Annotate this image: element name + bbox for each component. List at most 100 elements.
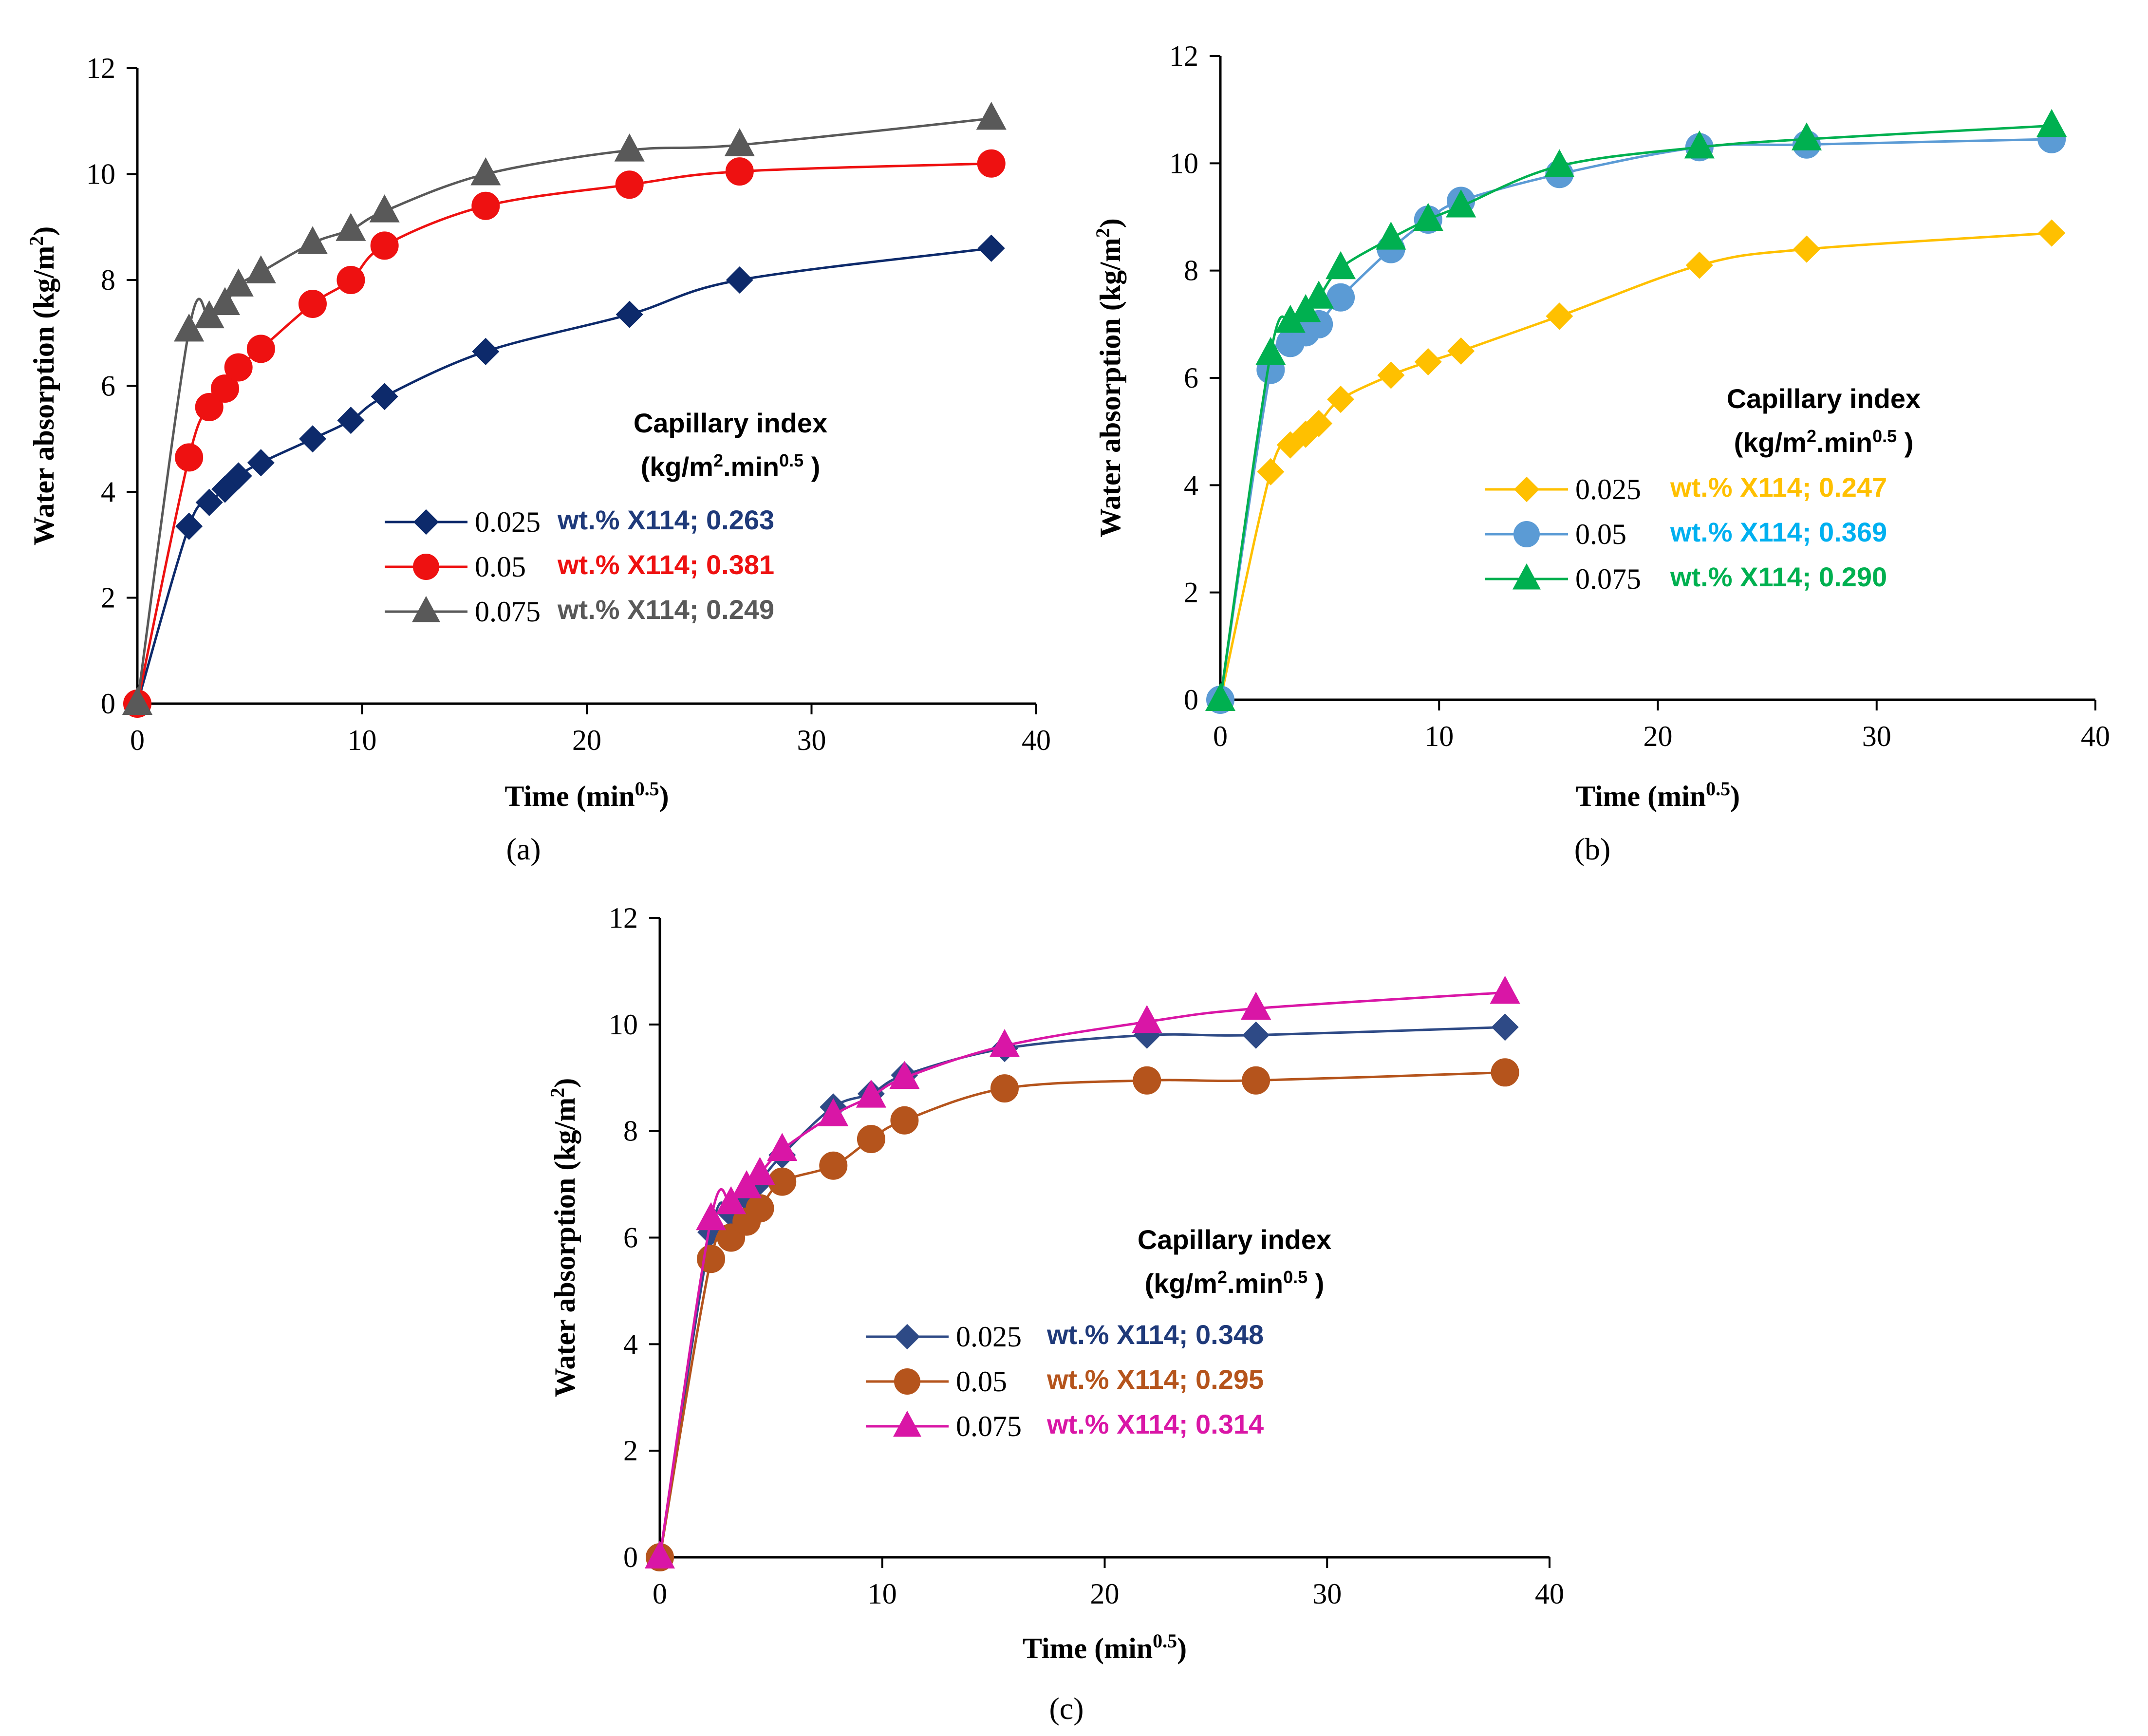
x-tick-label: 10 — [1424, 720, 1454, 752]
capillary-index-value: wt.% X114; 0.381 — [557, 549, 774, 580]
data-point — [195, 488, 223, 516]
series-line — [136, 247, 992, 704]
y-tick-label: 10 — [1169, 147, 1198, 179]
data-point — [1546, 302, 1573, 330]
series-0.075 — [644, 975, 1520, 1569]
data-point — [336, 266, 365, 294]
data-point — [1414, 348, 1442, 375]
data-point — [1241, 991, 1271, 1020]
y-tick-label: 12 — [1169, 40, 1198, 72]
x-axis-title-close: ) — [1177, 1632, 1187, 1664]
data-point — [889, 1061, 920, 1089]
capillary-unit-mid: .min — [1816, 427, 1872, 458]
data-point — [2036, 109, 2067, 137]
series-0.025 — [1206, 219, 2066, 714]
series-0.05 — [1206, 125, 2066, 714]
capillary-index-value: wt.% X114; 0.249 — [557, 594, 774, 625]
data-point — [369, 194, 400, 223]
data-point — [298, 289, 327, 318]
capillary-index-value: wt.% X114; 0.247 — [1670, 472, 1887, 503]
legend-label: 0.075 — [1575, 563, 1641, 595]
x-axis-title-sup: 0.5 — [1153, 1630, 1177, 1652]
y-tick-label: 0 — [101, 688, 115, 720]
legend-marker — [413, 509, 439, 535]
y-tick-label: 4 — [1184, 469, 1198, 501]
data-point — [644, 1540, 675, 1569]
y-tick-label: 8 — [1184, 255, 1198, 287]
x-tick-label: 40 — [1535, 1578, 1564, 1610]
series-line — [658, 1026, 1505, 1558]
y-axis-title: Water absorption (kg/m2) — [546, 1078, 581, 1398]
data-point — [224, 462, 252, 490]
data-point — [616, 300, 643, 328]
data-point — [1242, 1021, 1270, 1049]
data-point — [1377, 361, 1405, 389]
series-0.075 — [122, 101, 1007, 715]
data-point — [615, 170, 644, 199]
series-0.05 — [123, 149, 1006, 718]
y-tick-label: 0 — [1184, 684, 1198, 716]
data-point — [1242, 1066, 1270, 1095]
capillary-index-value: wt.% X114; 0.314 — [1046, 1409, 1264, 1439]
legend-marker — [413, 554, 439, 580]
data-point — [1304, 280, 1334, 309]
x-axis-title: Time (min0.5) — [1023, 1630, 1187, 1665]
y-tick-label: 4 — [623, 1328, 638, 1360]
x-tick-label: 30 — [1312, 1578, 1342, 1610]
x-axis-title-text: Time (min — [1023, 1632, 1153, 1664]
y-axis-title-close: ) — [1094, 218, 1126, 228]
x-tick-label: 20 — [1090, 1578, 1120, 1610]
data-point — [1255, 336, 1286, 365]
data-point — [1376, 222, 1406, 250]
y-tick-label: 6 — [1184, 362, 1198, 394]
data-point — [1544, 149, 1575, 177]
series-line — [1219, 138, 2052, 700]
series-0.05 — [646, 1058, 1519, 1571]
y-tick-label: 6 — [101, 370, 115, 402]
capillary-unit-close: ) — [1307, 1268, 1324, 1299]
legend-label: 0.075 — [475, 596, 541, 628]
data-point — [195, 393, 224, 421]
y-tick-label: 2 — [1184, 577, 1198, 609]
capillary-title: Capillary index — [634, 408, 827, 438]
data-point — [371, 383, 398, 411]
y-axis-title: Water absorption (kg/m2) — [25, 226, 60, 546]
y-axis-title-sup: 2 — [1092, 228, 1114, 238]
y-tick-label: 0 — [623, 1541, 638, 1573]
data-point — [716, 1186, 747, 1214]
data-point — [210, 374, 239, 403]
data-point — [472, 337, 500, 365]
x-tick-label: 10 — [348, 724, 377, 756]
data-point — [223, 268, 254, 297]
data-point — [1257, 458, 1285, 485]
data-point — [1793, 235, 1821, 263]
data-point — [1326, 251, 1356, 280]
data-point — [695, 1202, 727, 1231]
series-line — [1219, 124, 2052, 700]
data-point — [614, 133, 645, 162]
x-tick-label: 30 — [797, 724, 826, 756]
x-axis-title-text: Time (min — [504, 780, 635, 812]
data-point — [297, 226, 328, 254]
data-point — [1205, 683, 1236, 711]
x-tick-label: 40 — [2081, 720, 2110, 752]
x-axis-title-close: ) — [659, 780, 669, 812]
y-axis-title-text: Water absorption (kg/m — [549, 1098, 581, 1398]
data-point — [890, 1106, 919, 1135]
panel-label: (a) — [506, 832, 541, 866]
y-axis-title-text: Water absorption (kg/m — [28, 246, 60, 546]
y-tick-label: 10 — [86, 158, 115, 190]
y-tick-label: 10 — [609, 1008, 638, 1041]
data-point — [977, 149, 1006, 178]
data-point — [745, 1157, 775, 1185]
data-point — [1305, 410, 1333, 437]
series-0.075 — [1205, 109, 2067, 711]
legend-label: 0.05 — [1575, 518, 1626, 550]
data-point — [725, 157, 754, 186]
capillary-unit-sup: 0.5 — [1872, 426, 1897, 446]
x-axis-title: Time (min0.5) — [1576, 778, 1740, 813]
y-axis-title-sup: 2 — [546, 1088, 568, 1098]
